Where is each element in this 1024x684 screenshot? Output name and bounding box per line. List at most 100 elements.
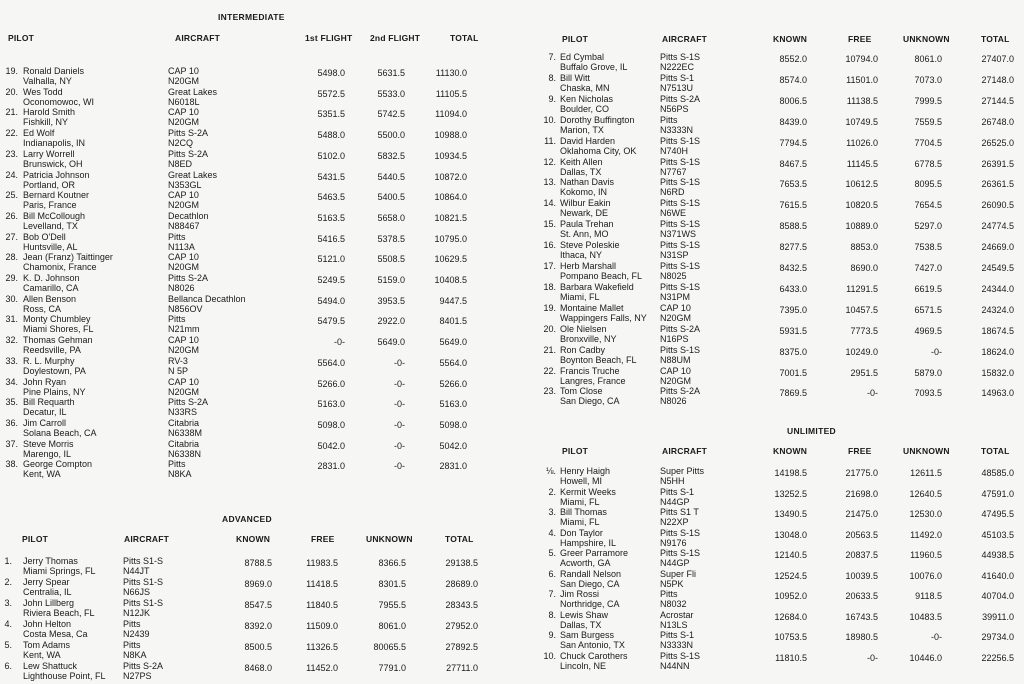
score-value: 5463.5 xyxy=(317,192,345,202)
score-value: 48585.0 xyxy=(981,468,1014,478)
aircraft-registration: N8032 xyxy=(660,599,687,609)
aircraft-type: Pitts xyxy=(168,314,186,324)
aircraft-type: Pitts S-1S xyxy=(660,345,701,355)
score-value: -0- xyxy=(394,379,405,389)
pilot-city: Bronxville, NY xyxy=(560,334,617,344)
column-header: TOTAL xyxy=(981,446,1010,456)
score-value: 5649.0 xyxy=(439,337,467,347)
pilot-name: Lewis Shaw xyxy=(560,610,609,620)
pilot-name: Jean (Franz) Taittinger xyxy=(23,252,113,262)
score-value: -0- xyxy=(394,358,405,368)
aircraft-registration: N20GM xyxy=(168,117,200,127)
score-value: 7395.0 xyxy=(779,305,807,315)
pilot-city: Solana Beach, CA xyxy=(23,428,97,438)
aircraft-registration: N13LS xyxy=(660,620,688,630)
pilot-city: Lighthouse Point, FL xyxy=(23,671,106,681)
pilot-city: Dallas, TX xyxy=(560,620,602,630)
aircraft-type: Great Lakes xyxy=(168,170,218,180)
score-value: 7773.5 xyxy=(850,326,878,336)
aircraft-type: Pitts S-1S xyxy=(660,219,701,229)
score-value: -0- xyxy=(394,420,405,430)
aircraft-registration: N113A xyxy=(168,242,195,252)
score-value: 27407.0 xyxy=(981,54,1014,64)
score-value: 5400.5 xyxy=(377,192,405,202)
score-value: 11094.0 xyxy=(435,109,467,119)
score-value: 12140.5 xyxy=(774,550,807,560)
pilot-name: Jerry Thomas xyxy=(23,556,78,566)
row-place: 10. xyxy=(543,651,556,661)
pilot-name: Patricia Johnson xyxy=(23,170,90,180)
row-place: ⅛. xyxy=(545,466,556,476)
pilot-city: Centralia, IL xyxy=(23,587,72,597)
pilot-city: Miami Springs, FL xyxy=(23,566,96,576)
aircraft-registration: N6338N xyxy=(168,449,202,459)
aircraft-type: Pitts xyxy=(660,589,678,599)
pilot-city: Newark, DE xyxy=(560,208,609,218)
score-value: 40704.0 xyxy=(981,591,1014,601)
pilot-name: Greer Parramore xyxy=(560,548,629,558)
column-header: 2nd FLIGHT xyxy=(370,33,421,43)
score-value: 8690.0 xyxy=(850,263,878,273)
aircraft-type: Pitts xyxy=(123,619,141,629)
score-value: 27952.0 xyxy=(445,621,478,631)
pilot-city: Wappingers Falls, NY xyxy=(560,313,647,323)
row-place: 6. xyxy=(548,569,556,579)
row-place: 18. xyxy=(543,282,556,292)
aircraft-registration: N6WE xyxy=(660,208,687,218)
aircraft-registration: N6RD xyxy=(660,187,685,197)
aircraft-type: Pitts xyxy=(123,640,141,650)
pilot-city: Marengo, IL xyxy=(23,449,72,459)
score-value: 11326.5 xyxy=(306,642,338,652)
row-place: 1. xyxy=(4,556,12,566)
score-value: 10753.5 xyxy=(774,632,807,642)
aircraft-registration: N222EC xyxy=(660,62,695,72)
column-header: FREE xyxy=(311,534,335,544)
row-place: 4. xyxy=(4,619,12,629)
row-place: 17. xyxy=(543,261,556,271)
aircraft-registration: N740H xyxy=(660,146,689,156)
score-value: 24669.0 xyxy=(981,242,1014,252)
score-value: 5488.0 xyxy=(317,130,345,140)
pilot-name: John Lillberg xyxy=(23,598,75,608)
row-place: 19. xyxy=(543,303,556,313)
column-header: TOTAL xyxy=(981,34,1010,44)
score-value: 11130.0 xyxy=(435,68,467,78)
aircraft-type: CAP 10 xyxy=(168,66,199,76)
score-value: 10629.5 xyxy=(434,254,467,264)
score-value: 7001.5 xyxy=(779,368,807,378)
row-place: 12. xyxy=(543,157,556,167)
pilot-name: George Compton xyxy=(23,459,93,469)
pilot-name: Ole Nielsen xyxy=(560,324,607,334)
score-value: 6619.5 xyxy=(914,284,942,294)
score-value: 5249.5 xyxy=(317,275,345,285)
pilot-city: Boulder, CO xyxy=(560,104,610,114)
score-value: 7791.0 xyxy=(378,663,406,673)
aircraft-type: Pitts S-1S xyxy=(660,282,701,292)
score-value: 18674.5 xyxy=(981,326,1014,336)
score-value: 8547.5 xyxy=(244,600,272,610)
aircraft-type: CAP 10 xyxy=(660,303,691,313)
aircraft-registration: N 5P xyxy=(168,366,189,376)
aircraft-type: CAP 10 xyxy=(168,107,199,117)
column-header: AIRCRAFT xyxy=(124,534,170,544)
score-value: 2831.0 xyxy=(317,461,345,471)
row-place: 22. xyxy=(543,366,556,376)
score-value: 10952.0 xyxy=(774,591,807,601)
aircraft-registration: N5PK xyxy=(660,579,684,589)
pilot-city: San Diego, CA xyxy=(560,396,620,406)
score-value: 10934.5 xyxy=(434,151,467,161)
score-value: 10408.5 xyxy=(434,275,467,285)
score-value: 8500.5 xyxy=(244,642,272,652)
score-value: 11145.5 xyxy=(846,159,878,169)
row-place: 8. xyxy=(548,73,556,83)
score-value: 10872.0 xyxy=(434,172,467,182)
score-value: 5832.5 xyxy=(377,151,405,161)
row-place: 14. xyxy=(543,198,556,208)
score-value: 26090.5 xyxy=(981,200,1014,210)
score-value: 5494.0 xyxy=(317,296,345,306)
aircraft-registration: N44GP xyxy=(660,497,690,507)
pilot-name: Allen Benson xyxy=(23,294,77,304)
score-value: 7093.5 xyxy=(914,388,942,398)
score-value: 26525.0 xyxy=(981,138,1014,148)
score-value: 11810.5 xyxy=(775,653,807,663)
